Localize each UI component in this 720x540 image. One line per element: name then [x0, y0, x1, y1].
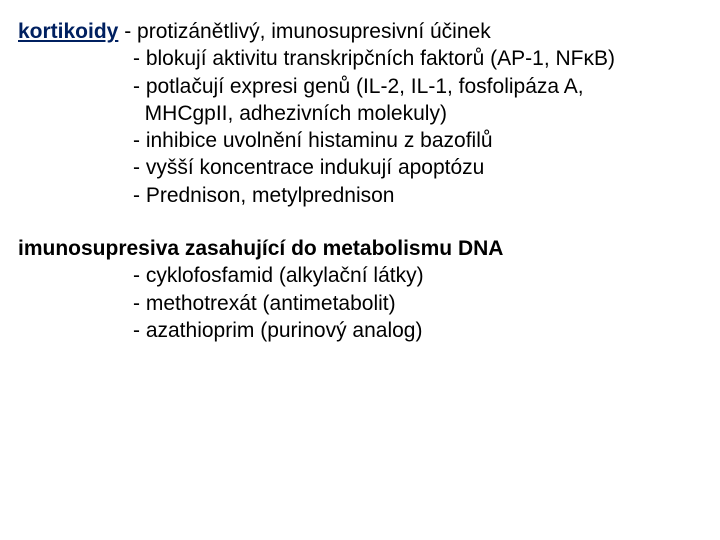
document-page: kortikoidy - protizánětlivý, imunosupres…	[0, 0, 720, 344]
section-imunosupresiva: imunosupresiva zasahující do metabolismu…	[18, 235, 700, 344]
section1-first-line: kortikoidy - protizánětlivý, imunosupres…	[18, 18, 700, 45]
section-kortikoidy: kortikoidy - protizánětlivý, imunosupres…	[18, 18, 700, 209]
section1-line: - Prednison, metylprednison	[18, 182, 700, 209]
section1-first-after: - protizánětlivý, imunosupresivní účinek	[118, 20, 490, 43]
section2-line: - methotrexát (antimetabolit)	[18, 290, 700, 317]
section2-heading: imunosupresiva zasahující do metabolismu…	[18, 235, 700, 262]
section1-line: - blokují aktivitu transkripčních faktor…	[18, 45, 700, 72]
section1-line: - potlačují expresi genů (IL-2, IL-1, fo…	[18, 73, 700, 100]
section1-line: - vyšší koncentrace indukují apoptózu	[18, 154, 700, 181]
section2-line: - azathioprim (purinový analog)	[18, 317, 700, 344]
section1-line: MHCgpII, adhezivních molekuly)	[18, 100, 700, 127]
section1-line: - inhibice uvolnění histaminu z bazofilů	[18, 127, 700, 154]
section2-line: - cyklofosfamid (alkylační látky)	[18, 262, 700, 289]
section1-heading: kortikoidy	[18, 20, 118, 43]
